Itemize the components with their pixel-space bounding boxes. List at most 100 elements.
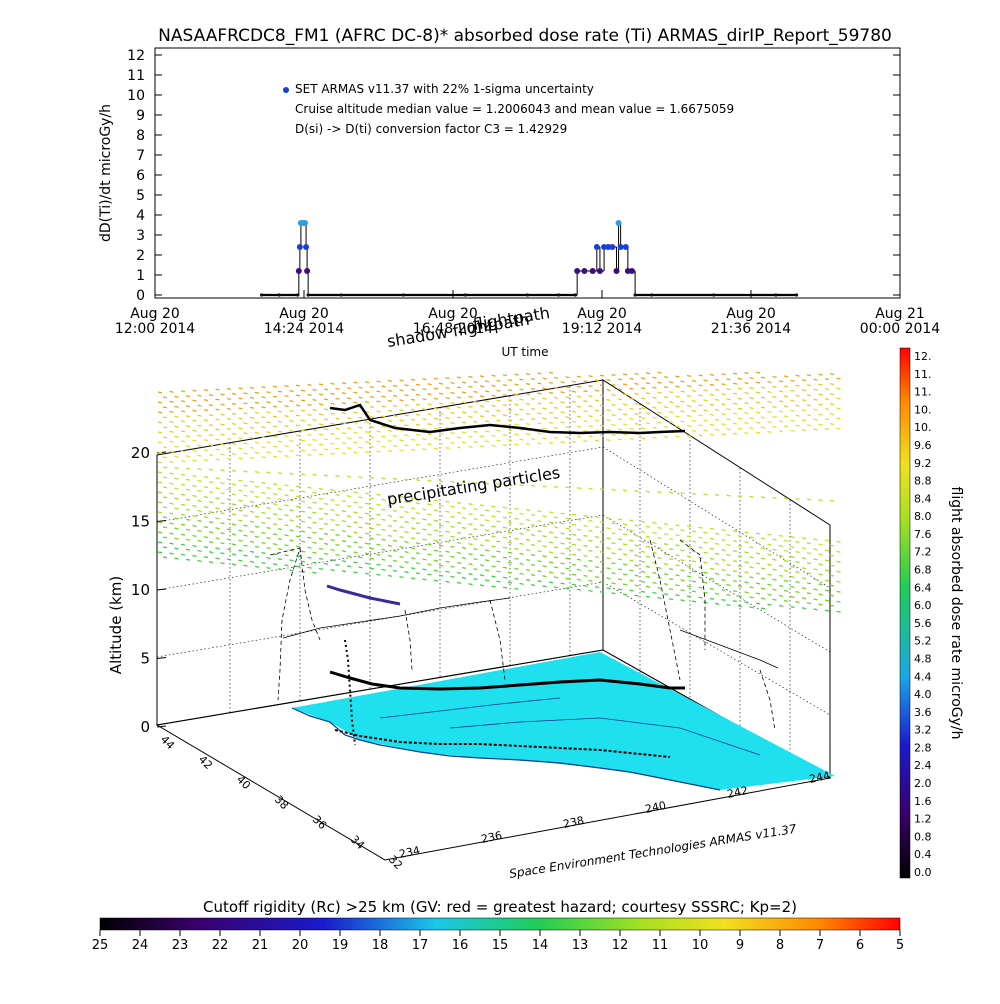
particle-dash (277, 400, 283, 403)
particle-dash (553, 536, 559, 539)
particle-dash (714, 532, 720, 535)
particle-dash (381, 528, 386, 531)
particle-dash (208, 394, 214, 397)
particle-dash (427, 523, 432, 526)
particle-dash (634, 372, 639, 375)
particle-dash (611, 592, 616, 595)
particle-dash (824, 378, 830, 381)
particle-dash (392, 509, 398, 512)
particle-dash (795, 424, 800, 427)
particle-dash (829, 393, 835, 396)
particle-dash (307, 516, 312, 519)
particle-dash (714, 542, 720, 545)
particle-dash (588, 529, 593, 532)
particle-dash (410, 537, 416, 540)
particle-dash (790, 555, 795, 559)
rigidity-tick-label: 19 (332, 938, 349, 953)
particle-dash (829, 413, 835, 416)
particle-dash (346, 555, 352, 558)
particle-dash (300, 419, 306, 422)
particle-dash (358, 526, 363, 529)
dose-tick-label: 1.2 (914, 813, 932, 826)
particle-dash (502, 526, 508, 529)
dose-tick-label: 7.6 (914, 528, 932, 541)
particle-dash (238, 499, 243, 502)
series-point (574, 268, 581, 274)
particle-dash (197, 468, 202, 471)
particle-dash (548, 571, 554, 574)
particle-dash (422, 498, 427, 501)
particle-dash (323, 448, 329, 451)
particle-dash (433, 387, 439, 390)
particle-dash (737, 387, 743, 390)
particle-dash (376, 513, 381, 516)
particle-dash (243, 470, 248, 473)
particle-dash (238, 437, 243, 440)
particle-dash (514, 373, 519, 376)
particle-dash (203, 546, 209, 549)
particle-dash (818, 413, 823, 416)
particle-dash (790, 575, 795, 579)
particle-dash (197, 509, 202, 512)
particle-dash (514, 557, 519, 560)
particle-dash (162, 456, 168, 459)
particle-dash (192, 544, 197, 547)
particle-dash (312, 398, 317, 401)
particle-dash (341, 402, 347, 405)
particle-dash (703, 409, 708, 412)
particle-dash (606, 378, 611, 382)
particle-dash (266, 451, 271, 454)
particle-dash (749, 596, 754, 599)
particle-dash (836, 397, 841, 400)
particle-dash (629, 387, 634, 390)
particle-dash (157, 441, 163, 444)
particle-dash (272, 445, 278, 448)
particle-dash (197, 454, 202, 457)
particle-dash (312, 561, 317, 564)
particle-dash (369, 416, 375, 419)
particle-dash (519, 428, 524, 431)
particle-dash (197, 444, 202, 447)
particle-dash (813, 428, 818, 431)
particle-dash (611, 433, 616, 437)
particle-dash (698, 394, 703, 397)
particle-dash (289, 499, 294, 502)
particle-dash (392, 394, 398, 397)
particle-dash (284, 385, 289, 388)
particle-dash (680, 559, 685, 562)
particle-dash (438, 442, 444, 445)
particle-dash (353, 381, 358, 384)
particle-dash (266, 411, 271, 414)
particle-dash (560, 411, 565, 414)
particle-dash (174, 445, 179, 448)
particle-dash (330, 488, 335, 492)
particle-dash (783, 549, 789, 552)
dose-tick-label: 2.4 (914, 759, 932, 772)
particle-dash (790, 379, 795, 382)
particle-dash (461, 481, 467, 484)
particle-dash (657, 411, 662, 414)
top-x-tick-time: 12:00 2014 (115, 321, 196, 337)
particle-dash (629, 569, 634, 572)
particle-dash (289, 539, 294, 542)
particle-dash (703, 571, 708, 574)
particle-dash (335, 513, 340, 517)
particle-dash (594, 556, 600, 559)
particle-dash (622, 523, 628, 526)
particle-dash (560, 381, 565, 384)
particle-dash (514, 393, 519, 396)
particle-dash (277, 488, 283, 491)
particle-dash (721, 568, 726, 572)
particle-dash (617, 388, 623, 391)
particle-dash (537, 412, 542, 415)
particle-dash (335, 447, 340, 450)
particle-dash (640, 387, 646, 390)
particle-dash (197, 394, 202, 397)
particle-dash (433, 549, 439, 552)
particle-dash (675, 574, 680, 577)
rigidity-tick-label: 8 (776, 938, 784, 953)
particle-dash (703, 399, 708, 402)
particle-dash (358, 496, 363, 499)
particle-dash (169, 522, 174, 525)
particle-dash (829, 544, 835, 547)
